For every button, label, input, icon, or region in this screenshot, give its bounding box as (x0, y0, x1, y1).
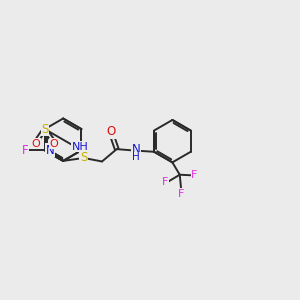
Text: F: F (162, 177, 168, 187)
Text: N: N (132, 143, 140, 156)
Text: N: N (46, 144, 55, 157)
Text: F: F (191, 170, 198, 180)
Text: O: O (49, 139, 58, 149)
Text: H: H (132, 152, 140, 162)
Text: S: S (80, 152, 87, 164)
Text: O: O (32, 139, 40, 149)
Text: O: O (107, 125, 116, 138)
Text: NH: NH (72, 142, 88, 152)
Text: S: S (41, 123, 49, 136)
Text: F: F (178, 189, 184, 199)
Text: F: F (21, 144, 28, 157)
